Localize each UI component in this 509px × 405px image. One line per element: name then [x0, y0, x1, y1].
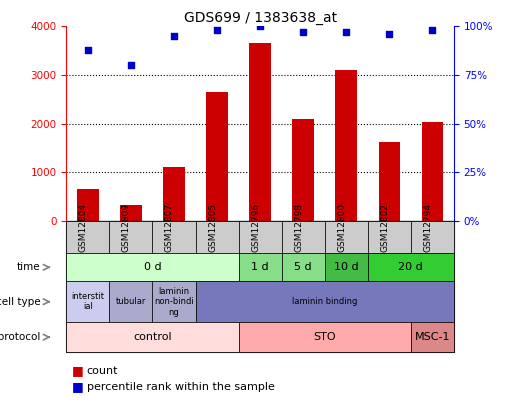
Text: 5 d: 5 d: [294, 262, 312, 272]
Bar: [292, 119, 314, 221]
Text: GSM12796: GSM12796: [250, 203, 260, 252]
Text: GSM12809: GSM12809: [122, 203, 131, 252]
Text: count: count: [87, 366, 118, 375]
Text: cell type: cell type: [0, 297, 41, 307]
Point: [428, 27, 436, 34]
Text: GSM12802: GSM12802: [380, 203, 388, 252]
Point: [127, 62, 135, 68]
Bar: [249, 43, 270, 221]
Text: ■: ■: [71, 380, 83, 393]
Text: GSM12807: GSM12807: [164, 203, 174, 252]
Text: time: time: [17, 262, 41, 272]
Text: laminin
non-bindi
ng: laminin non-bindi ng: [154, 287, 193, 317]
Bar: [120, 205, 142, 221]
Point: [83, 47, 92, 53]
Text: ■: ■: [71, 364, 83, 377]
Text: STO: STO: [313, 332, 335, 342]
Text: 1 d: 1 d: [251, 262, 268, 272]
Text: tubular: tubular: [116, 297, 146, 306]
Text: 10 d: 10 d: [333, 262, 358, 272]
Point: [256, 23, 264, 30]
Point: [342, 29, 350, 35]
Point: [384, 31, 392, 37]
Text: GSM12804: GSM12804: [79, 203, 88, 252]
Point: [298, 29, 306, 35]
Text: laminin binding: laminin binding: [292, 297, 357, 306]
Text: GSM12794: GSM12794: [422, 203, 432, 252]
Bar: [206, 92, 228, 221]
Text: 0 d: 0 d: [144, 262, 161, 272]
Text: GSM12805: GSM12805: [208, 203, 217, 252]
Bar: [163, 167, 184, 221]
Text: interstit
ial: interstit ial: [71, 292, 104, 311]
Bar: [378, 142, 399, 221]
Bar: [421, 122, 442, 221]
Bar: [77, 189, 98, 221]
Text: percentile rank within the sample: percentile rank within the sample: [87, 382, 274, 392]
Text: GSM12800: GSM12800: [336, 203, 346, 252]
Text: 20 d: 20 d: [398, 262, 422, 272]
Point: [213, 27, 221, 34]
Text: control: control: [133, 332, 172, 342]
Text: MSC-1: MSC-1: [414, 332, 449, 342]
Text: growth protocol: growth protocol: [0, 332, 41, 342]
Text: GSM12798: GSM12798: [294, 203, 302, 252]
Title: GDS699 / 1383638_at: GDS699 / 1383638_at: [183, 11, 336, 25]
Bar: [335, 70, 356, 221]
Point: [169, 33, 178, 39]
